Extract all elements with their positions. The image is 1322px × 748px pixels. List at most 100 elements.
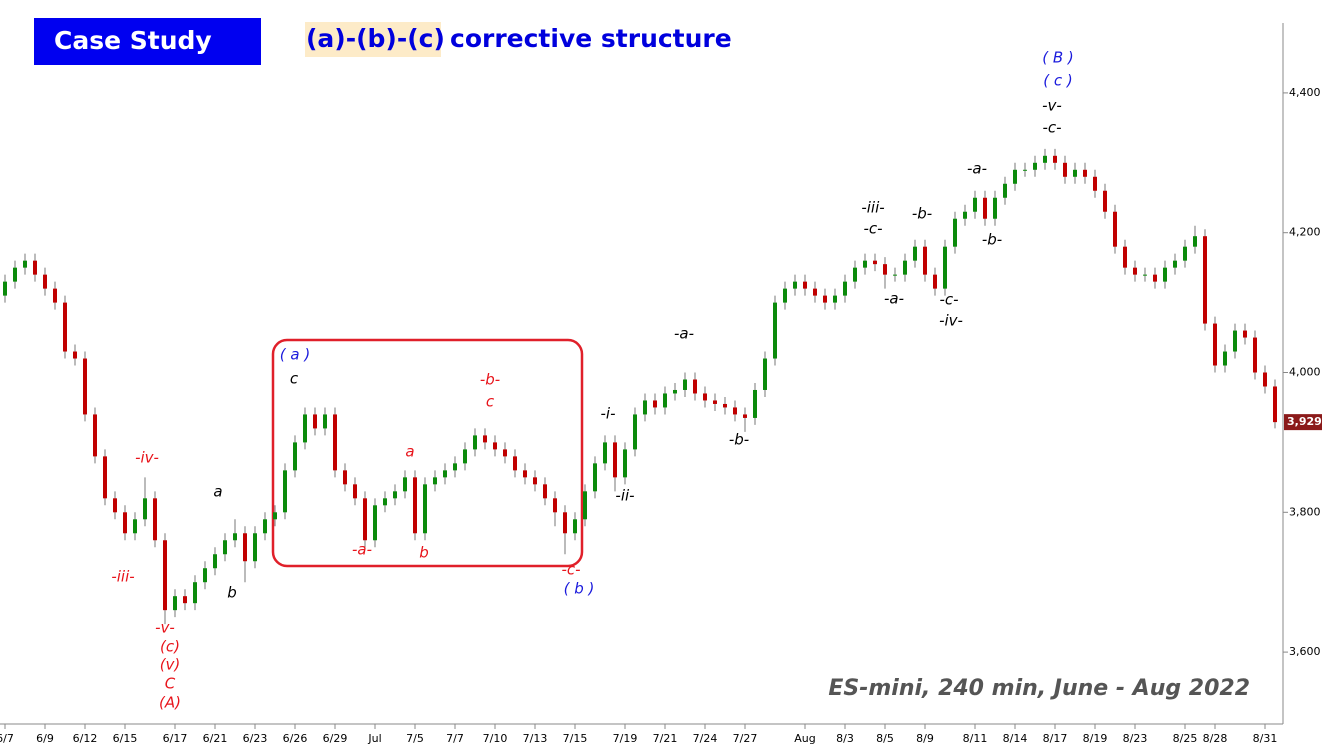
x-tick-label: 7/5 xyxy=(406,732,424,745)
wave-label: -b- xyxy=(912,205,932,223)
candle-body xyxy=(463,449,467,464)
candle-body xyxy=(43,274,47,289)
candle-body xyxy=(343,470,347,485)
x-tick-label: 7/27 xyxy=(733,732,758,745)
candle-body xyxy=(943,246,947,289)
wave-label: -iv- xyxy=(135,449,159,467)
x-tick-label: 6/21 xyxy=(203,732,228,745)
candle-body xyxy=(103,456,107,499)
x-tick-label: 8/17 xyxy=(1043,732,1068,745)
candle-body xyxy=(1133,267,1137,275)
candle-body xyxy=(773,302,777,359)
candle-body xyxy=(963,211,967,219)
candle-body xyxy=(1183,246,1187,261)
x-tick-label: 6/12 xyxy=(73,732,98,745)
candle-body xyxy=(313,414,317,429)
candle-body xyxy=(1043,155,1047,163)
candle-body xyxy=(323,414,327,429)
candle-body xyxy=(113,498,117,513)
candle-body xyxy=(423,484,427,534)
x-tick-label: 7/13 xyxy=(523,732,548,745)
candle-body xyxy=(213,554,217,569)
candle-body xyxy=(633,414,637,450)
candle-body xyxy=(23,260,27,268)
candle-body xyxy=(1153,274,1157,282)
x-tick-label: 8/14 xyxy=(1003,732,1028,745)
candle-body xyxy=(183,596,187,604)
candle-body xyxy=(453,463,457,471)
wave-label: (c) xyxy=(160,638,180,656)
candle-body xyxy=(1083,169,1087,177)
candle-body xyxy=(1103,190,1107,212)
candle-body xyxy=(1113,211,1117,247)
highlight-box xyxy=(305,22,441,57)
wave-label: -v- xyxy=(1042,97,1062,115)
candle-body xyxy=(793,281,797,289)
candle-body xyxy=(433,477,437,485)
candle-body xyxy=(863,260,867,268)
wave-label: -i- xyxy=(601,405,616,423)
candle-body xyxy=(583,491,587,520)
candle-body xyxy=(1273,386,1277,423)
x-tick-label: 8/3 xyxy=(836,732,854,745)
candle-body xyxy=(373,505,377,541)
candle-body xyxy=(63,302,67,352)
candle-body xyxy=(703,393,707,401)
candle-body xyxy=(143,498,147,520)
candle-body xyxy=(1243,330,1247,338)
wave-label: -iv- xyxy=(939,312,963,330)
candle-body xyxy=(13,267,17,282)
candle-body xyxy=(1193,236,1197,247)
wave-label: -a- xyxy=(352,541,372,559)
x-tick-label: 8/31 xyxy=(1253,732,1278,745)
title-box xyxy=(34,18,261,65)
wave-label: c xyxy=(290,370,299,388)
candle-body xyxy=(1213,323,1217,366)
candle-body xyxy=(853,267,857,282)
candle-body xyxy=(603,442,607,464)
candle-body xyxy=(1123,246,1127,268)
x-tick-label: 7/7 xyxy=(446,732,464,745)
candle-body xyxy=(1073,169,1077,177)
candle-body xyxy=(233,533,237,541)
candle-body xyxy=(1143,274,1147,276)
wave-label: ( a ) xyxy=(280,346,310,364)
candle-body xyxy=(53,288,57,303)
candle-body xyxy=(833,295,837,303)
candle-body xyxy=(203,568,207,583)
candle-body xyxy=(513,456,517,471)
candle-body xyxy=(263,519,267,534)
y-tick-label: 4,200 xyxy=(1289,226,1321,239)
candle-body xyxy=(543,484,547,499)
wave-label: b xyxy=(419,544,429,562)
wave-label: c xyxy=(486,393,495,411)
candle-body xyxy=(483,435,487,443)
candle-body xyxy=(843,281,847,296)
candle-body xyxy=(1163,267,1167,282)
x-tick-label: 8/11 xyxy=(963,732,988,745)
candle-body xyxy=(223,540,227,555)
candle-body xyxy=(243,533,247,562)
candle-body xyxy=(303,414,307,443)
x-tick-label: 6/29 xyxy=(323,732,348,745)
candle-body xyxy=(1033,162,1037,170)
wave-label: -c- xyxy=(561,561,580,579)
y-tick-label: 4,400 xyxy=(1289,86,1321,99)
candle-body xyxy=(953,218,957,247)
candle-body xyxy=(993,197,997,219)
candle-body xyxy=(983,197,987,219)
candle-body xyxy=(1203,236,1207,324)
candle-body xyxy=(163,540,167,611)
candle-body xyxy=(803,281,807,289)
x-tick-label: 6/15 xyxy=(113,732,138,745)
candle-body xyxy=(933,274,937,289)
candle-body xyxy=(1173,260,1177,268)
x-tick-label: 6/26 xyxy=(283,732,308,745)
candle-body xyxy=(593,463,597,492)
candle-body xyxy=(673,389,677,394)
x-tick-label: 7/24 xyxy=(693,732,718,745)
candle-body xyxy=(913,246,917,261)
candle-body xyxy=(533,477,537,485)
candle-body xyxy=(333,414,337,471)
